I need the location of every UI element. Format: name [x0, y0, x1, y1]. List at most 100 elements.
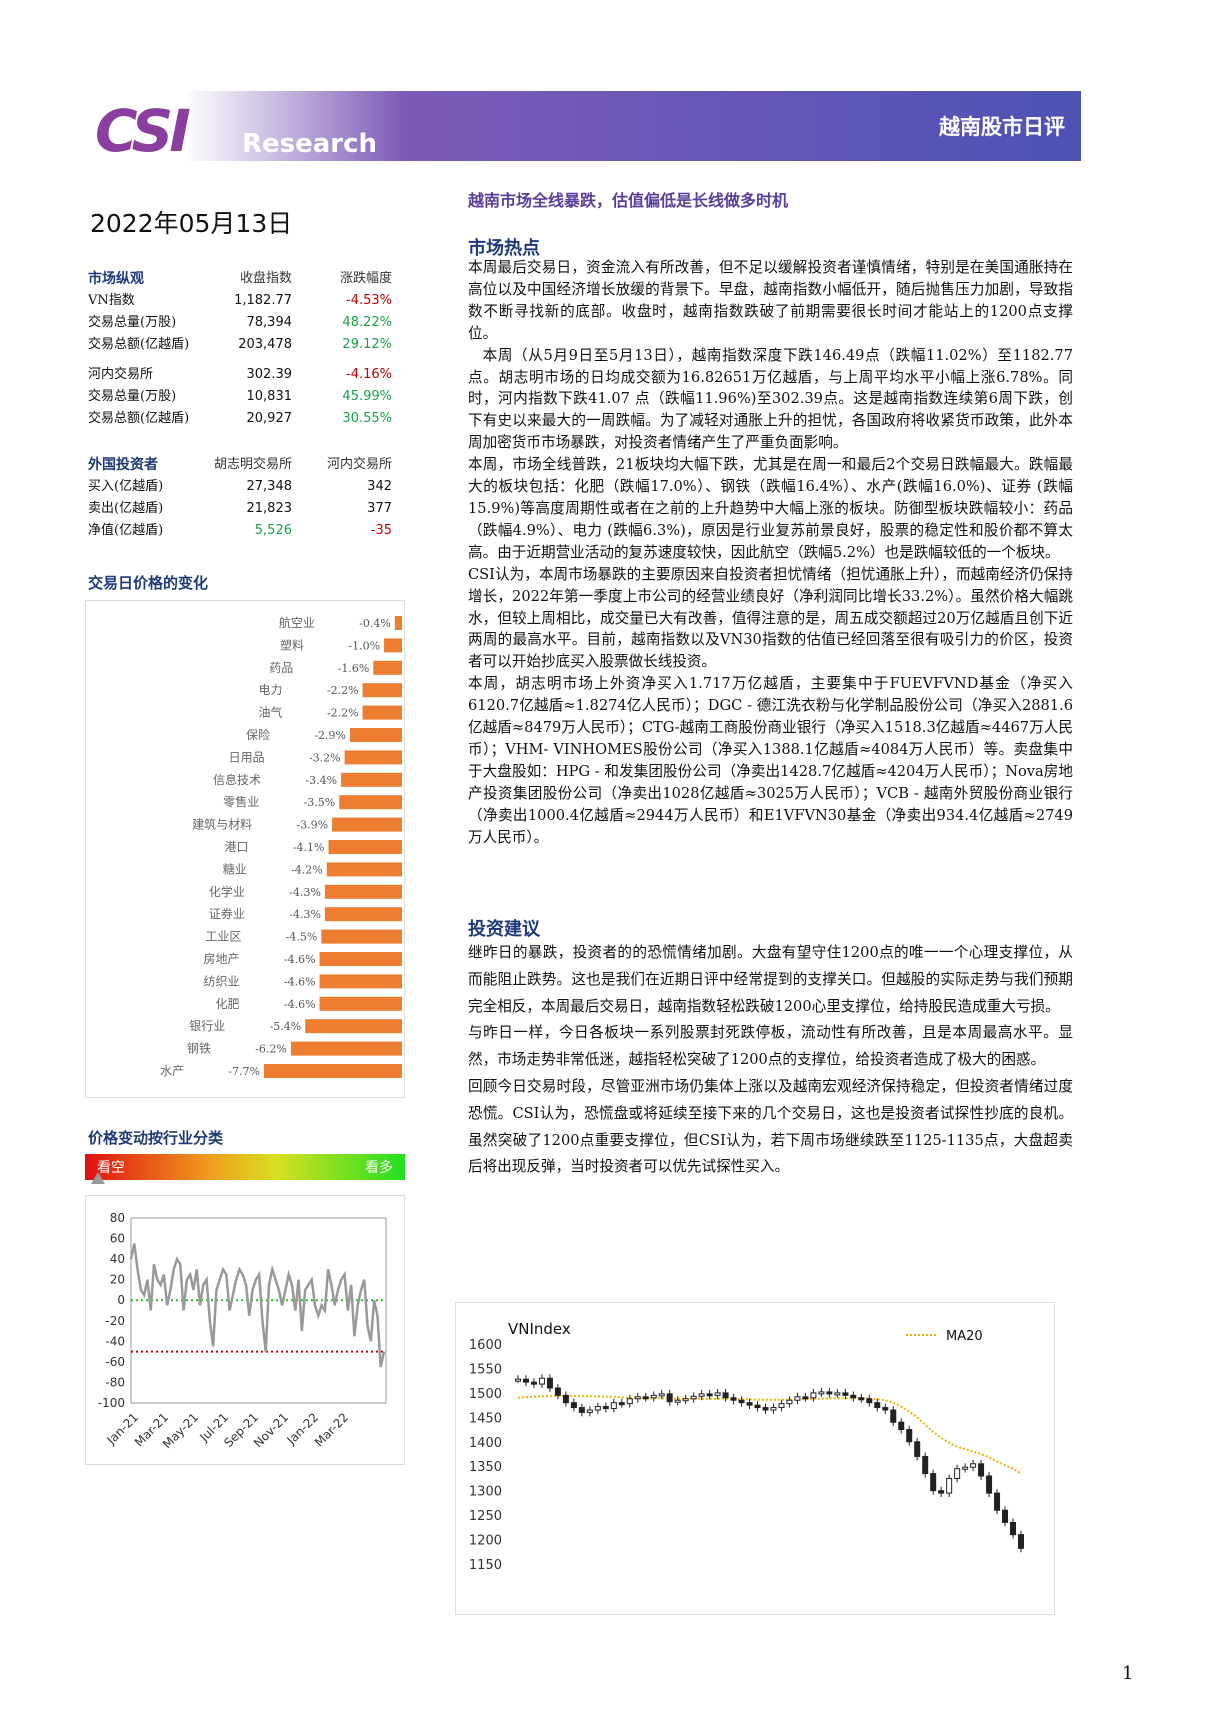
row-change: -4.53%	[346, 293, 392, 308]
row-label: 卖出(亿越盾)	[88, 501, 164, 516]
candle-body	[642, 1396, 649, 1400]
foreign-investor-rows: 买入(亿越盾) 27,348 342 卖出(亿越盾) 21,823 377 净值(亿越盾) 5…	[88, 476, 392, 542]
row-change: 29.12%	[342, 337, 392, 352]
report-date: 2022年05月13日	[90, 209, 293, 238]
y-tick-label: -20	[105, 1314, 125, 1328]
y-tick-label: 40	[110, 1252, 125, 1266]
candle-body	[714, 1392, 721, 1396]
hose-rows: VN指数 1,182.77 -4.53% 交易总量(万股) 78,394 48.22% 交易…	[88, 290, 392, 356]
sector-category-label: 塑料	[280, 637, 304, 652]
candle-body	[930, 1473, 937, 1492]
y-tick-label: 1300	[469, 1485, 502, 1500]
candle-body	[1018, 1534, 1024, 1549]
candle-body	[882, 1407, 889, 1411]
sector-value-label: -3.2%	[309, 751, 341, 764]
sector-category-label: 钢铁	[187, 1042, 211, 1056]
row-value: 20,927	[246, 411, 293, 426]
sector-bar	[264, 1064, 402, 1078]
sentiment-gradient-bar: 看空 看多	[85, 1154, 405, 1184]
row-value: 10,831	[246, 389, 293, 404]
foreign-investors-table: 外国投资者 胡志明交易所 河内交易所 买入(亿越盾) 27,348 342 卖出(亿越…	[88, 454, 392, 542]
sector-category-label: 零售业	[223, 794, 259, 809]
candle-body	[962, 1466, 969, 1470]
table-row: 交易总额(亿越盾) 20,927 30.55%	[88, 408, 392, 430]
sector-bar	[326, 862, 402, 877]
candle-body	[866, 1398, 873, 1404]
sector-bar	[319, 974, 402, 989]
sector-category-label: 糖业	[223, 861, 247, 876]
row-value: 203,478	[238, 337, 292, 352]
candle-body	[890, 1409, 897, 1423]
market-overview-table: 市场纵观 收盘指数 涨跌幅度 VN指数 1,182.77 -4.53% 交易总量(万股…	[88, 268, 392, 430]
sector-value-label: -1.6%	[338, 662, 370, 675]
sector-bar	[362, 683, 402, 698]
y-tick-label: 80	[110, 1211, 125, 1225]
y-tick-label: 1500	[469, 1387, 502, 1402]
ma20-line	[517, 1394, 1022, 1475]
oscillator-svg: 806040200-20-40-60-80-100Jan-21Mar-21May…	[98, 1211, 387, 1451]
sector-category-label: 航空业	[279, 615, 315, 630]
sector-category-label: 日用品	[229, 750, 265, 764]
sector-value-label: -6.2%	[255, 1043, 287, 1056]
article-title: 越南市场全线暴跌，估值偏低是长线做多时机	[468, 191, 789, 210]
candle-body	[850, 1394, 857, 1399]
col-change: 涨跌幅度	[339, 271, 392, 286]
breadth-title: 价格变动按行业分类	[88, 1129, 224, 1147]
candle-body	[754, 1404, 761, 1409]
candle-body	[554, 1387, 561, 1396]
sector-value-label: -7.7%	[228, 1065, 260, 1078]
sector-bar-chart-svg: -0.4% 航空业 -1.0% 塑料 -1.6% 药品 -2.2% 电力 -2.2% 油气 -2.9…	[160, 615, 402, 1078]
breadth-oscillator-chart: 80 60 40 20 0 -20 -40 -60 -80 -100 Jan-21 Mar-21 May…	[85, 1195, 405, 1465]
candle-body	[546, 1377, 553, 1389]
candle-body	[730, 1397, 737, 1401]
sector-bar	[305, 1019, 402, 1034]
hot-paragraph: 本周，市场全线普跌，21板块均大幅下跌，尤其是在周一和最后2个交易日跌幅最大。跌…	[468, 456, 1073, 561]
advice-paragraph: 与昨日一样，今日各板块一系列股票封死跌停板，流动性有所改善，且是本周最高水平。显…	[468, 1024, 1073, 1069]
sector-category-label: 工业区	[205, 930, 241, 944]
row-label: VN指数	[88, 293, 135, 308]
candle-body	[786, 1399, 793, 1405]
candle-body	[858, 1397, 865, 1401]
row-label: 净值(亿越盾)	[88, 523, 164, 538]
sector-value-label: -5.4%	[270, 1020, 302, 1033]
y-tick-label: 0	[117, 1293, 125, 1307]
candle-body	[706, 1393, 713, 1397]
sector-value-label: -3.9%	[296, 819, 328, 832]
row-label: 河内交易所	[88, 367, 154, 382]
candle-body	[986, 1475, 993, 1494]
candle-body	[562, 1394, 569, 1404]
y-tick-label: 1250	[469, 1509, 502, 1524]
sector-value-label: -2.2%	[327, 684, 359, 697]
sector-bar	[344, 750, 402, 765]
candle-body	[666, 1393, 673, 1403]
candle-body	[522, 1378, 529, 1383]
candle-body	[898, 1421, 905, 1431]
candle-body	[842, 1392, 849, 1396]
market-hot-title: 市场热点	[468, 238, 540, 259]
x-tick-label: Mar-22	[312, 1410, 351, 1449]
sector-category-label: 保险	[246, 727, 270, 742]
candle-body	[874, 1402, 881, 1409]
row-change: 45.99%	[342, 389, 392, 404]
vnindex-svg: 1600 1550 1500 1450 1400 1350 1300 1250 1200 1150…	[469, 1320, 1024, 1573]
candle-body	[610, 1402, 617, 1410]
candle-body	[762, 1407, 769, 1411]
sector-category-label: 药品	[269, 661, 293, 675]
bullish-label: 看多	[365, 1160, 393, 1176]
sector-bar	[321, 929, 402, 944]
sector-bar	[290, 1041, 402, 1056]
candle-body	[810, 1392, 817, 1399]
sector-value-label: -3.4%	[305, 774, 337, 787]
sector-category-label: 信息技术	[213, 772, 261, 787]
col-close-index: 收盘指数	[239, 271, 292, 286]
sector-category-label: 化学业	[209, 884, 245, 899]
plot-frame	[130, 1217, 387, 1404]
sector-bar	[394, 616, 402, 630]
sector-bar	[332, 817, 402, 832]
sector-bar	[339, 795, 402, 810]
row-label: 买入(亿越盾)	[88, 479, 164, 494]
table-row: 河内交易所 302.39 -4.16%	[88, 364, 392, 386]
row-value: 21,823	[246, 501, 293, 516]
table-row: VN指数 1,182.77 -4.53%	[88, 290, 392, 312]
table-row: 净值(亿越盾) 5,526 -35	[88, 520, 392, 542]
